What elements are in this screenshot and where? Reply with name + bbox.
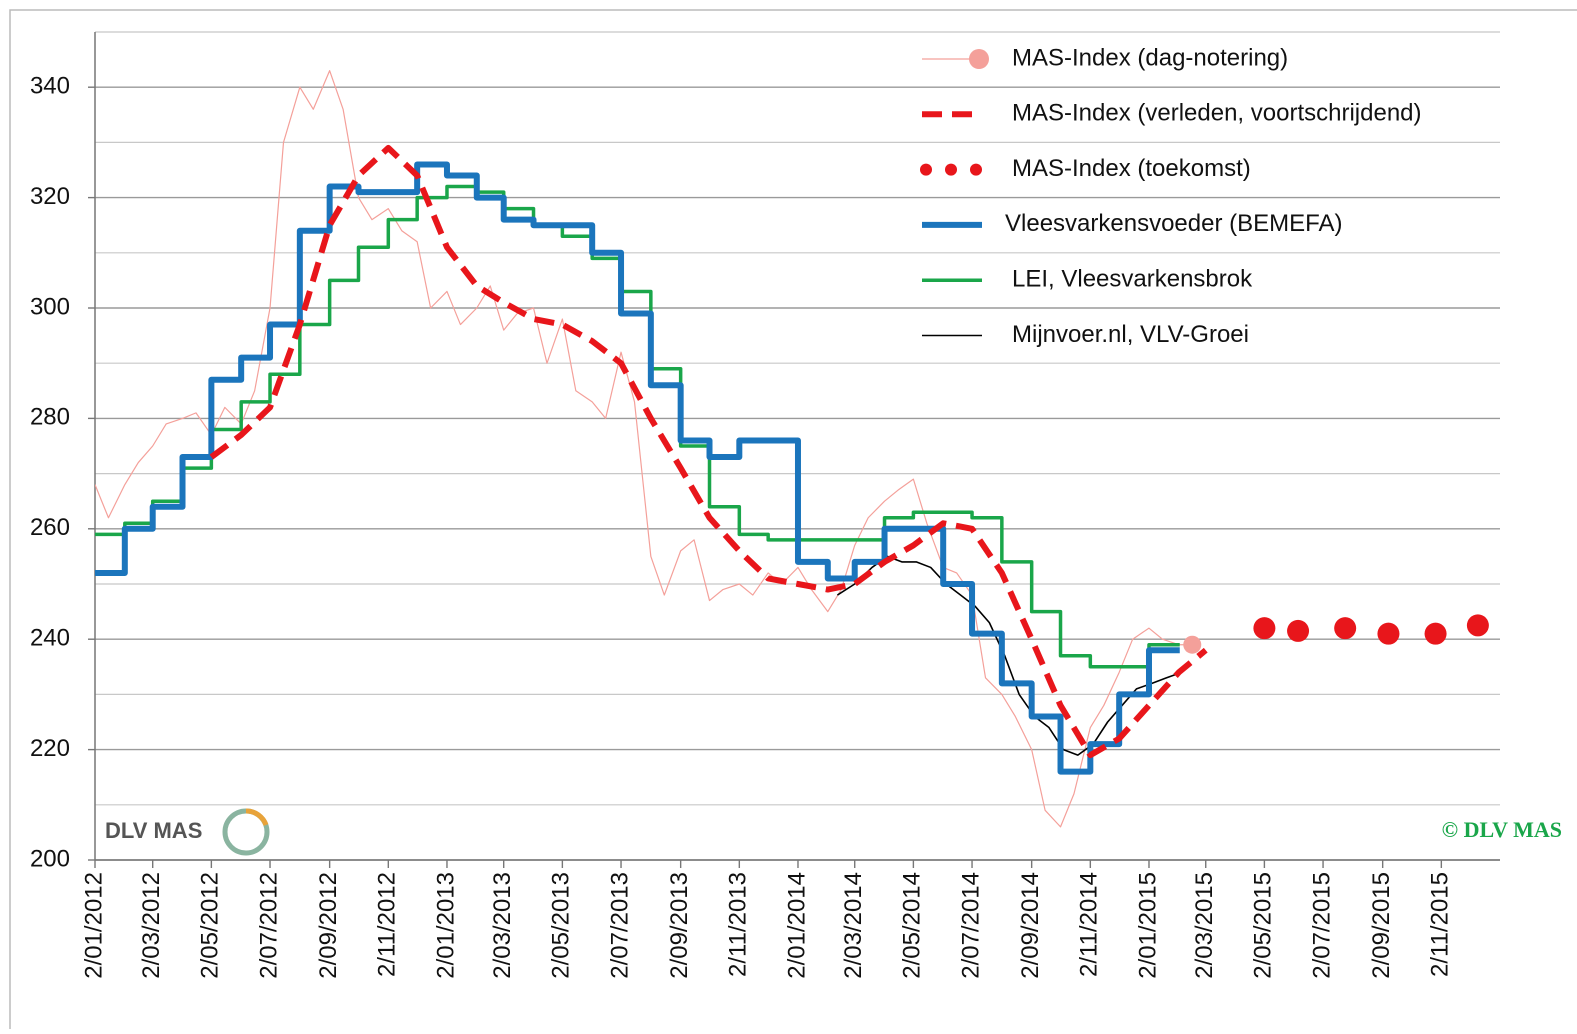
legend-marker <box>969 49 989 69</box>
end-marker <box>1183 635 1202 654</box>
legend-item: MAS-Index (dag-notering) <box>922 44 1288 71</box>
legend-label: Mijnvoer.nl, VLV-Groei <box>1012 321 1249 348</box>
series-line <box>95 184 1180 669</box>
x-tick-label: 2/05/2014 <box>899 872 926 979</box>
x-tick-label: 2/05/2012 <box>197 872 224 979</box>
x-tick-label: 2/03/2012 <box>138 872 165 979</box>
y-tick-label: 300 <box>30 293 70 320</box>
forecast-dot <box>1253 617 1276 640</box>
x-tick-label: 2/11/2013 <box>725 872 752 977</box>
x-tick-label: 2/11/2012 <box>374 872 401 977</box>
x-tick-label: 2/09/2012 <box>315 872 342 979</box>
x-tick-label: 2/01/2013 <box>432 872 459 979</box>
legend-item: MAS-Index (verleden, voortschrijdend) <box>922 100 1422 127</box>
forecast-dot <box>1287 619 1310 642</box>
x-tick-label: 2/03/2014 <box>840 872 867 979</box>
logo-text: DLV MAS <box>105 818 202 843</box>
forecast-dot <box>1466 614 1489 637</box>
series-line <box>836 555 1182 756</box>
legend-item: Vleesvarkensvoeder (BEMEFA) <box>922 210 1342 237</box>
forecast-dot <box>1424 622 1447 645</box>
x-tick-label: 2/09/2013 <box>666 872 693 979</box>
legend-symbol <box>920 163 932 176</box>
forecast-dot <box>1377 622 1400 645</box>
x-tick-label: 2/01/2014 <box>783 872 810 979</box>
x-tick-label: 2/05/2015 <box>1250 872 1277 979</box>
series-line <box>209 144 1208 759</box>
x-tick-label: 2/01/2012 <box>80 872 107 979</box>
chart-frame <box>9 9 1577 1034</box>
legend-label: LEI, Vleesvarkensbrok <box>1012 266 1253 293</box>
x-tick-label: 2/07/2012 <box>255 872 282 979</box>
legend-item: Mijnvoer.nl, VLV-Groei <box>922 321 1249 348</box>
x-tick-label: 2/07/2013 <box>606 872 633 979</box>
x-tick-label: 2/09/2014 <box>1017 872 1044 979</box>
legend: MAS-Index (dag-notering) MAS-Index (verle… <box>920 44 1422 348</box>
legend-label: Vleesvarkensvoeder (BEMEFA) <box>1005 210 1342 237</box>
y-tick-label: 220 <box>30 735 70 762</box>
plot-area <box>95 70 1489 828</box>
logo: DLV MAS <box>105 808 270 856</box>
x-tick-label: 2/09/2015 <box>1368 872 1395 979</box>
legend-label: MAS-Index (dag-notering) <box>1012 44 1288 71</box>
y-tick-label: 340 <box>30 73 70 100</box>
forecast-dot <box>1334 617 1357 640</box>
y-tick-label: 240 <box>30 625 70 652</box>
x-tick-label: 2/11/2014 <box>1076 872 1103 977</box>
legend-symbol <box>945 163 957 176</box>
x-tick-label: 2/03/2013 <box>489 872 516 979</box>
legend-label: MAS-Index (toekomst) <box>1012 155 1251 182</box>
y-tick-label: 280 <box>30 404 70 431</box>
y-tick-label: 260 <box>30 514 70 541</box>
x-tick-label: 2/05/2013 <box>548 872 575 979</box>
legend-label: MAS-Index (verleden, voortschrijdend) <box>1012 100 1422 127</box>
legend-symbol <box>970 163 982 176</box>
legend-item: MAS-Index (toekomst) <box>920 155 1251 182</box>
copyright: © DLV MAS <box>1442 817 1562 842</box>
x-tick-label: 2/11/2015 <box>1427 872 1454 977</box>
series-line <box>95 161 1180 775</box>
y-tick-label: 200 <box>30 845 70 872</box>
logo-ring-accent <box>245 808 269 827</box>
x-tick-label: 2/07/2014 <box>957 872 984 979</box>
x-tick-label: 2/01/2015 <box>1134 872 1161 979</box>
y-tick-label: 320 <box>30 183 70 210</box>
x-tick-label: 2/07/2015 <box>1308 872 1335 979</box>
x-tick-label: 2/03/2015 <box>1191 872 1218 979</box>
series-line <box>95 70 1193 828</box>
legend-item: LEI, Vleesvarkensbrok <box>922 266 1253 293</box>
